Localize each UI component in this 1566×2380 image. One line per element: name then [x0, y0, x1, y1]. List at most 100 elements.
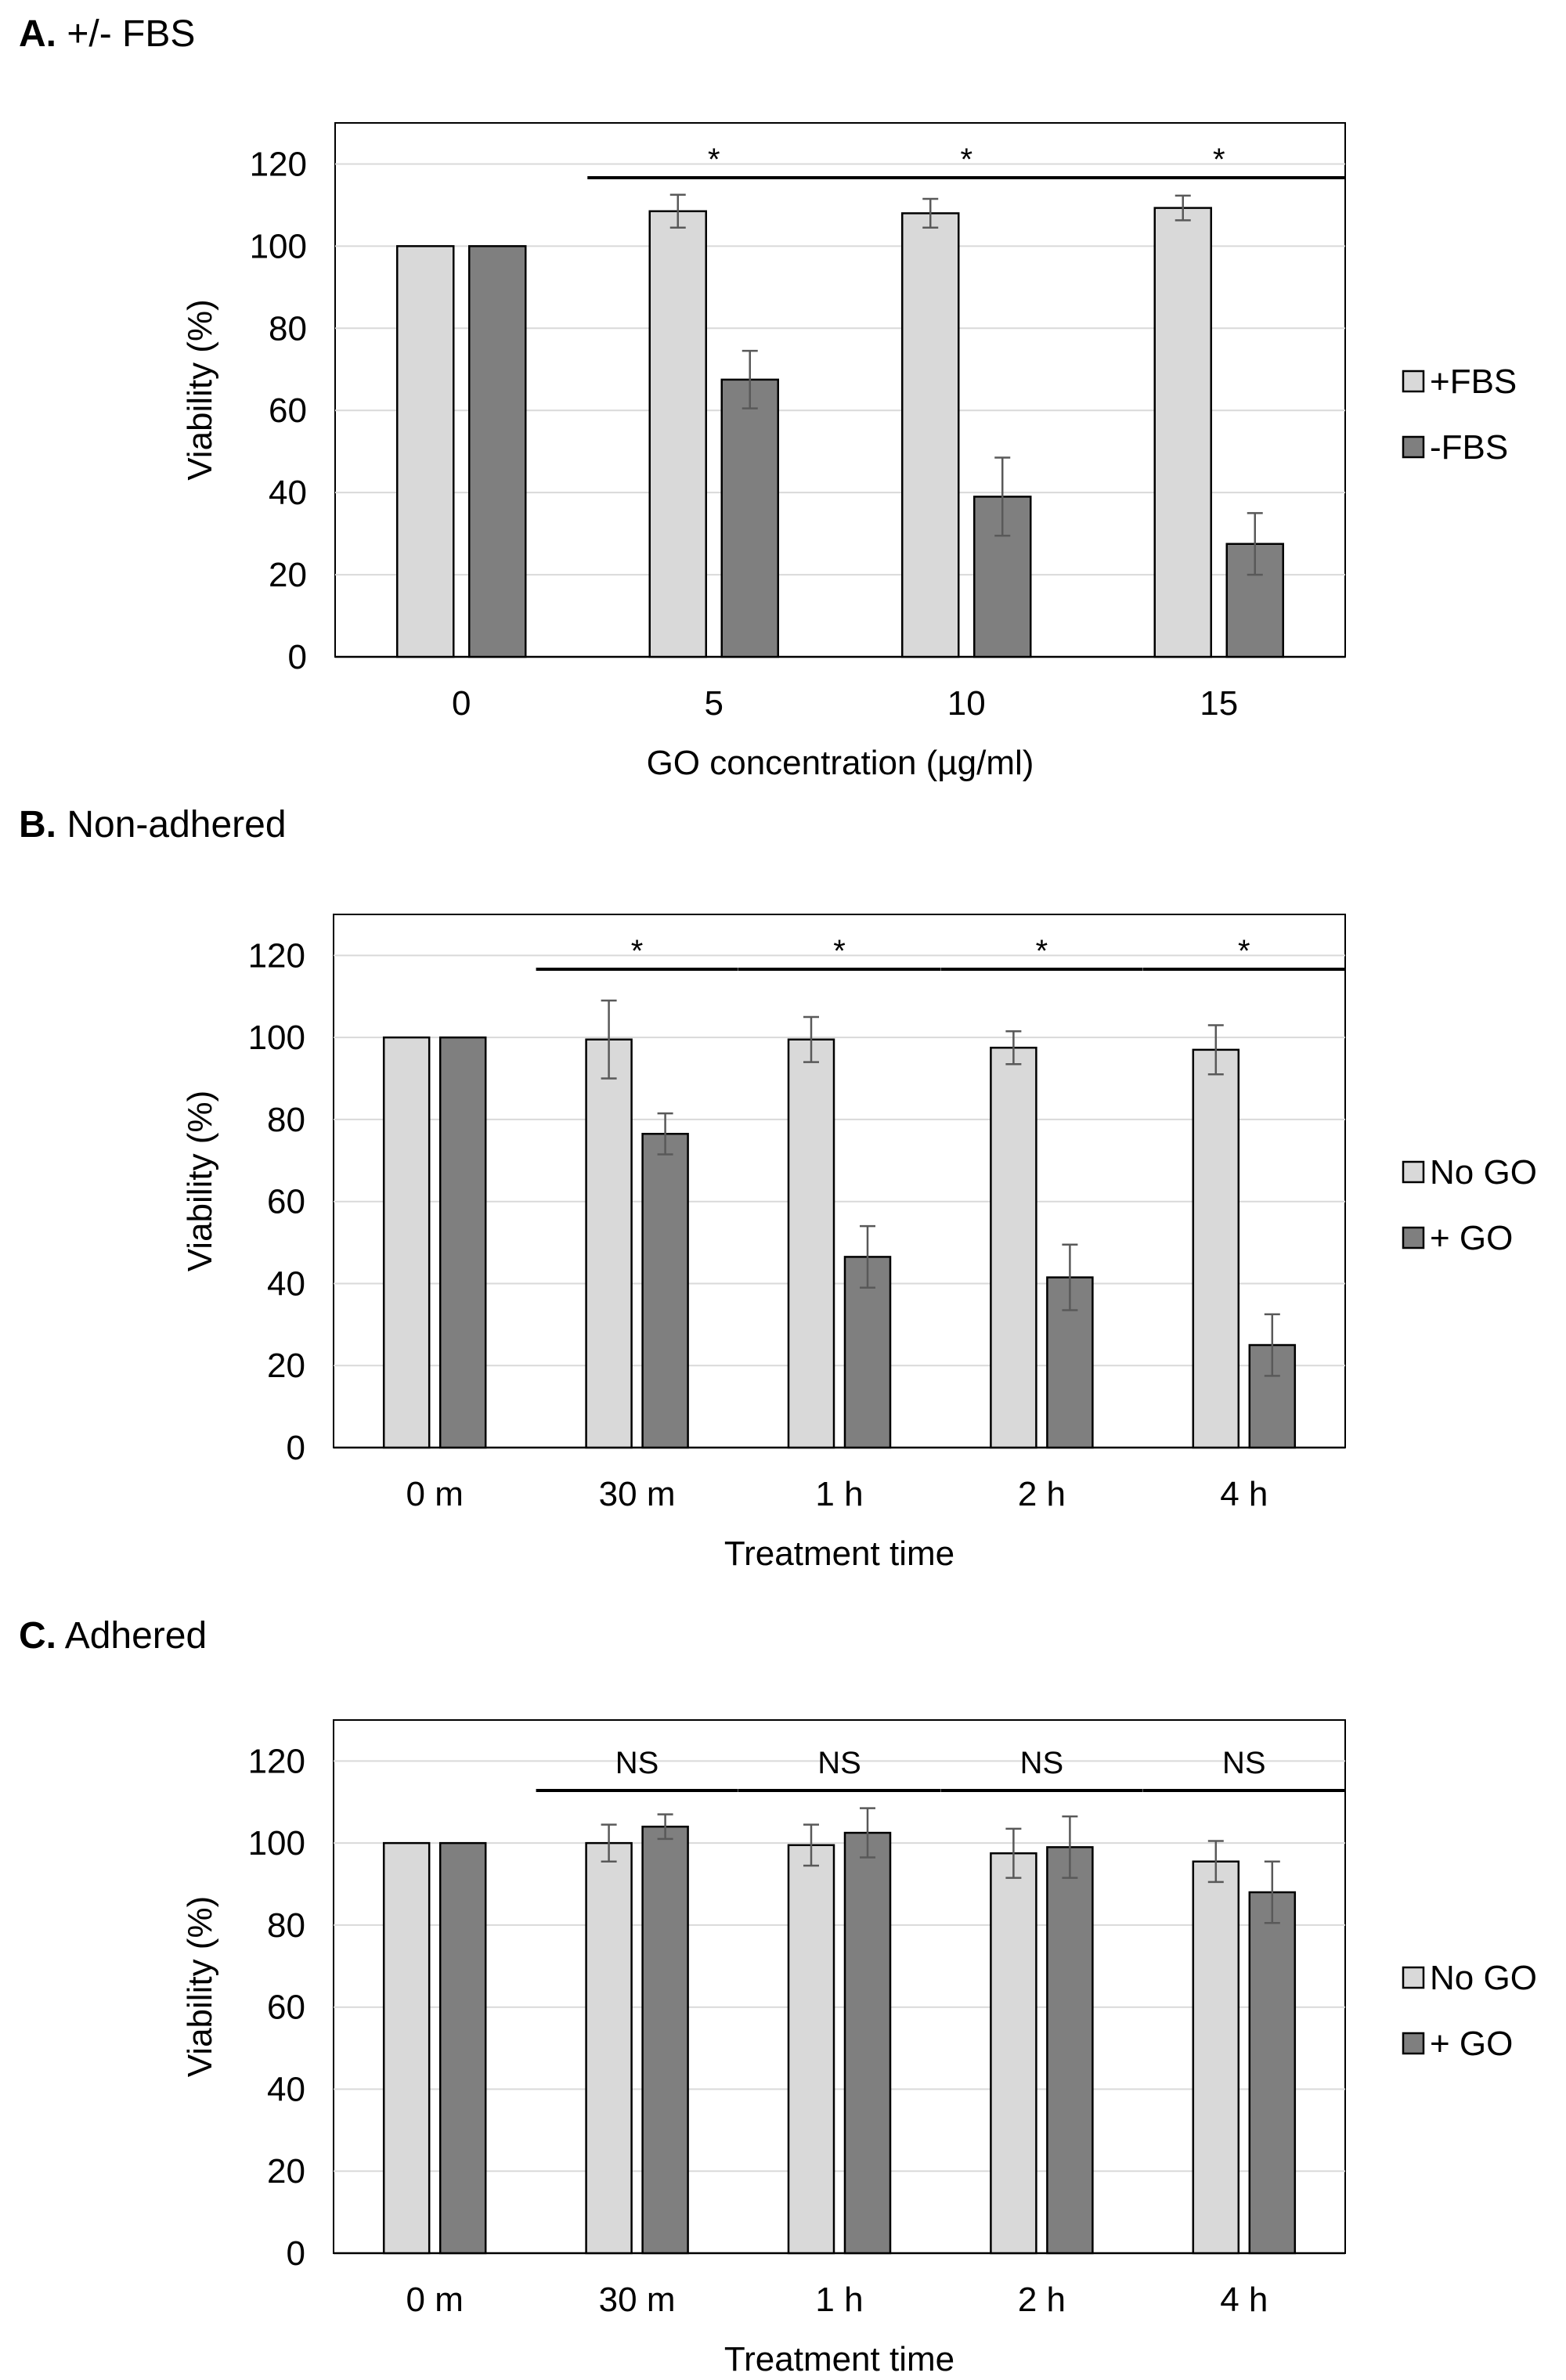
panel-b-y-axis-title: Viability (%): [181, 1091, 219, 1271]
panel-a-y-tick-label: 120: [250, 145, 307, 183]
panel-c-x-tick-label: 1 h: [815, 2281, 863, 2319]
panel-c-y-tick-label: 120: [248, 1742, 305, 1780]
panel-b-plot-area: [333, 914, 1346, 1448]
panel-c-significance-label: NS: [1222, 1746, 1266, 1780]
panel-a-legend-label: +FBS: [1430, 362, 1517, 401]
panel-b-legend-swatch: [1402, 1226, 1425, 1250]
panel-b-legend-swatch: [1402, 1160, 1425, 1184]
panel-a-bar-series2: [468, 245, 527, 658]
panel-c-bar-series2: [641, 1825, 689, 2255]
panel-c-bar-series2: [1046, 1846, 1094, 2255]
panel-c-bar-series1: [787, 1844, 835, 2255]
panel-a-heading: A. +/- FBS: [19, 13, 195, 56]
panel-b-significance-label: *: [631, 934, 644, 968]
panel-a-legend-swatch: [1402, 370, 1425, 393]
panel-c-letter: C.: [19, 1615, 56, 1657]
panel-a-y-tick-label: 0: [288, 638, 307, 676]
panel-a-significance-label: *: [1213, 142, 1225, 177]
panel-b-y-tick-label: 60: [267, 1183, 305, 1221]
panel-c-x-tick-label: 0 m: [406, 2281, 464, 2319]
panel-b-bar-series2: [438, 1036, 487, 1449]
panel-b-bar-series2: [641, 1133, 689, 1449]
panel-b-x-tick-label: 2 h: [1018, 1475, 1066, 1513]
panel-c-bar-series2: [1248, 1891, 1297, 2255]
panel-a-x-tick-label: 15: [1200, 684, 1238, 723]
panel-c-y-tick-label: 60: [267, 1989, 305, 2027]
panel-c-x-tick-label: 30 m: [599, 2281, 676, 2319]
panel-a-legend-label: -FBS: [1430, 428, 1508, 467]
panel-c-chart: 0 20 40 60 80 100 120 0 m 30 m NS 1 h NS 2 h NS 4 h NS T…: [181, 1719, 1537, 2378]
panel-a-bar-series1: [1153, 207, 1212, 658]
panel-a-y-tick-label: 20: [269, 556, 307, 594]
panel-b-significance-label: *: [1036, 934, 1048, 968]
panel-c-bar-series1: [382, 1841, 431, 2255]
panel-b-y-tick-label: 20: [267, 1347, 305, 1385]
panel-b-title: Non-adhered: [67, 804, 287, 846]
panel-c-heading: C. Adhered: [19, 1614, 207, 1657]
panel-b-heading: B. Non-adhered: [19, 803, 287, 846]
panel-c-x-axis-title: Treatment time: [724, 2340, 954, 2378]
panel-b-y-tick-label: 0: [287, 1429, 305, 1467]
panel-a-significance-label: *: [708, 142, 720, 177]
panel-a-y-axis-title: Viability (%): [181, 299, 219, 480]
panel-a-x-axis-title: GO concentration (µg/ml): [647, 744, 1034, 782]
panel-c-significance-label: NS: [1020, 1746, 1064, 1780]
panel-c-plot-area: [333, 1719, 1346, 2254]
panel-c-legend-swatch: [1402, 2032, 1425, 2055]
panel-c-y-tick-label: 0: [287, 2234, 305, 2273]
panel-a-bar-series1: [901, 212, 960, 658]
panel-c-significance-label: NS: [817, 1746, 861, 1780]
panel-c-legend-swatch: [1402, 1966, 1425, 1989]
panel-a-x-tick-label: 10: [947, 684, 986, 723]
panel-a-bar-series2: [720, 378, 779, 658]
panel-b-bar-series1: [990, 1047, 1037, 1449]
panel-a-y-tick-label: 80: [269, 309, 307, 348]
panel-b-legend-label: + GO: [1430, 1219, 1513, 1257]
panel-c-y-tick-label: 20: [267, 2152, 305, 2191]
panel-a-chart: 0 20 40 60 80 100 120 0 5 * 10 * 15 * GO concentration…: [181, 122, 1517, 782]
panel-b-y-tick-label: 80: [267, 1101, 305, 1139]
panel-b-x-axis-title: Treatment time: [724, 1534, 954, 1573]
panel-c-significance-label: NS: [615, 1746, 659, 1780]
panel-c-title: Adhered: [64, 1615, 207, 1657]
panel-c-bar-series1: [1192, 1860, 1240, 2255]
panel-c-legend-label: + GO: [1430, 2025, 1513, 2063]
panel-a-y-tick-label: 100: [250, 227, 307, 265]
panel-a-x-tick-label: 0: [452, 684, 471, 723]
panel-b-legend-label: No GO: [1430, 1153, 1537, 1192]
panel-c-y-tick-label: 100: [248, 1824, 305, 1863]
panel-c-bar-series2: [438, 1841, 487, 2255]
panel-c-legend-label: No GO: [1430, 1959, 1537, 1997]
panel-b-significance-label: *: [833, 934, 846, 968]
panel-c-bar-series2: [843, 1831, 892, 2255]
panel-a-y-tick-label: 60: [269, 391, 307, 430]
panel-b-bar-series1: [1192, 1048, 1240, 1449]
panel-c-x-tick-label: 2 h: [1018, 2281, 1066, 2319]
panel-b-letter: B.: [19, 804, 56, 846]
panel-c-x-tick-label: 4 h: [1220, 2281, 1268, 2319]
panel-a-x-tick-label: 5: [705, 684, 723, 723]
panel-b-bar-series1: [787, 1038, 835, 1449]
panel-b-x-tick-label: 4 h: [1220, 1475, 1268, 1513]
panel-b-y-tick-label: 100: [248, 1019, 305, 1057]
panel-b-significance-label: *: [1238, 934, 1250, 968]
panel-b-chart: 0 20 40 60 80 100 120 0 m 30 m * 1 h * 2 h * 4 h * Treat…: [181, 914, 1537, 1573]
panel-b-bar-series1: [382, 1036, 431, 1449]
panel-b-x-tick-label: 0 m: [406, 1475, 464, 1513]
panel-c-y-axis-title: Viability (%): [181, 1896, 219, 2077]
panel-c-y-tick-label: 40: [267, 2070, 305, 2108]
panel-b-y-tick-label: 120: [248, 936, 305, 975]
panel-a-bar-series1: [648, 210, 707, 658]
panel-a-bar-series1: [396, 245, 455, 658]
panel-a-y-tick-label: 40: [269, 474, 307, 512]
panel-a-significance-label: *: [960, 142, 972, 177]
panel-a-letter: A.: [19, 13, 56, 55]
panel-b-x-tick-label: 30 m: [599, 1475, 676, 1513]
panel-c-bar-series1: [990, 1852, 1037, 2255]
panel-b-x-tick-label: 1 h: [815, 1475, 863, 1513]
panel-a-legend-swatch: [1402, 435, 1425, 459]
panel-c-y-tick-label: 80: [267, 1906, 305, 1945]
panel-a-title: +/- FBS: [67, 13, 196, 55]
panel-b-y-tick-label: 40: [267, 1264, 305, 1303]
